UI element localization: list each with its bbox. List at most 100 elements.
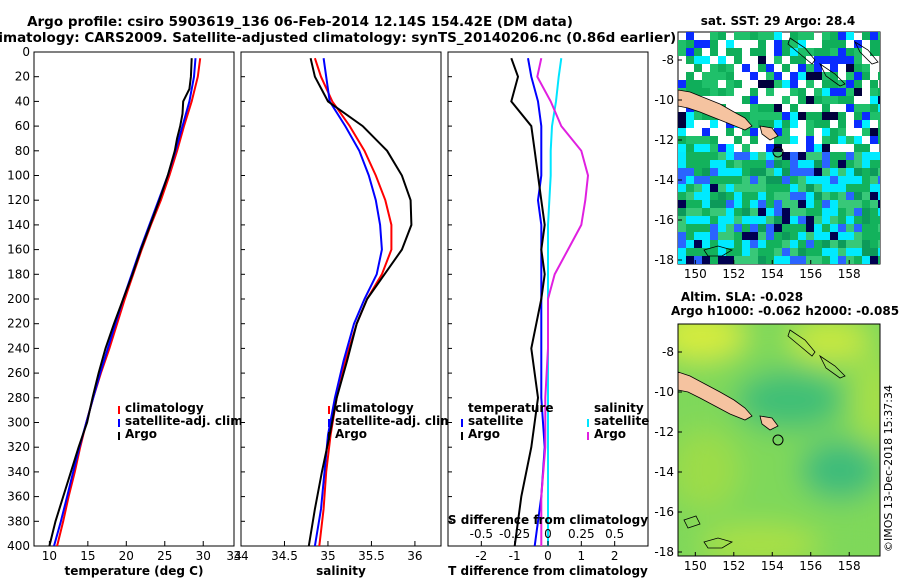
difference-legend-t: temperature satellite Argo (461, 401, 553, 441)
s-xtick-label: -0.5 (470, 527, 493, 541)
ytick-label: 380 (7, 514, 30, 528)
xtick-label: 25 (157, 549, 172, 563)
series-s-argo (536, 57, 590, 546)
ytick-label: 220 (7, 317, 30, 331)
temperature-xlabel: temperature (deg C) (65, 564, 204, 578)
map-lon-label: 152 (722, 559, 745, 573)
ytick-label: 240 (7, 341, 30, 355)
legend-salinity-head: salinity (594, 401, 644, 415)
map-lon-label: 150 (684, 559, 707, 573)
s-xtick-label: -0.25 (499, 527, 530, 541)
ytick-label: 0 (22, 45, 30, 59)
series-argo (48, 58, 193, 546)
xtick-label: 34 (226, 549, 241, 563)
s-difference-label: S difference from climatology (448, 513, 648, 527)
difference-xlabel: T difference from climatology (448, 564, 648, 578)
title-line-1: Argo profile: csiro 5903619_136 06-Feb-2… (27, 14, 573, 30)
temperature-panel: 10 15 20 25 30 340204060801001201401601802002… (7, 45, 247, 578)
legend-s-satellite: satellite (594, 414, 649, 428)
series-t-satellite (527, 58, 546, 546)
xtick-label: 30 (196, 549, 211, 563)
sst-land (678, 37, 879, 257)
sla-land (678, 329, 846, 549)
xtick-label: 34.5 (271, 549, 298, 563)
ytick-label: 100 (7, 169, 30, 183)
ytick-label: 80 (15, 144, 30, 158)
xtick-label: 20 (119, 549, 134, 563)
ytick-label: 340 (7, 465, 30, 479)
sst-map-title: sat. SST: 29 Argo: 28.4 (701, 14, 855, 28)
map-lat-label: -14 (654, 173, 674, 187)
s-xtick-label: 0 (544, 527, 552, 541)
map-lon-label: 152 (722, 267, 745, 281)
series-s-satellite (547, 58, 563, 546)
legend-t-argo: Argo (468, 427, 500, 441)
temperature-legend: climatology satellite-adj. clim. Argo (118, 401, 247, 441)
xtick-label: -2 (475, 549, 487, 563)
map-lon-label: 156 (799, 559, 822, 573)
xtick-label: 10 (42, 549, 57, 563)
series-climatology (56, 58, 202, 546)
xtick-label: 35.5 (358, 549, 385, 563)
legend-climatology-s: climatology (335, 401, 414, 415)
s-xtick-label: 0.5 (605, 527, 624, 541)
map-lon-label: 154 (761, 559, 784, 573)
map-lon-label: 158 (838, 559, 861, 573)
legend-climatology: climatology (125, 401, 204, 415)
ytick-label: 20 (15, 70, 30, 84)
ytick-label: 120 (7, 193, 30, 207)
timestamp-stamp: ©IMOS 13-Dec-2018 15:37:34 (882, 385, 895, 552)
salinity-panel: 34 34.5 35 35.5 36 salinity climatology sate… (233, 51, 457, 578)
ytick-label: 180 (7, 267, 30, 281)
legend-t-satellite: satellite (468, 414, 523, 428)
legend-s-argo: Argo (594, 427, 626, 441)
ytick-label: 200 (7, 292, 30, 306)
map-lat-label: -8 (662, 53, 674, 67)
xtick-label: 2 (611, 549, 619, 563)
ytick-label: 160 (7, 243, 30, 257)
ytick-label: 60 (15, 119, 30, 133)
map-lat-label: -10 (654, 385, 674, 399)
map-lat-label: -10 (654, 93, 674, 107)
ytick-label: 280 (7, 391, 30, 405)
map-lon-label: 154 (761, 267, 784, 281)
map-lat-label: -18 (654, 253, 674, 267)
legend-satellite-adj-s: satellite-adj. clim. (335, 414, 457, 428)
map-lat-label: -12 (654, 133, 674, 147)
xtick-label: 34 (233, 549, 248, 563)
sla-map: 150 152 154 156 158 -8 -10 -12 -14 -16 -18 (654, 323, 881, 573)
map-lat-label: -16 (654, 213, 674, 227)
ytick-label: 40 (15, 94, 30, 108)
ytick-label: 140 (7, 218, 30, 232)
difference-legend-s: salinity satellite Argo (587, 401, 649, 441)
map-lat-label: -16 (654, 505, 674, 519)
legend-argo-s: Argo (335, 427, 367, 441)
map-lat-label: -18 (654, 545, 674, 559)
salinity-xlabel: salinity (316, 564, 366, 578)
xtick-label: 36 (407, 549, 422, 563)
xtick-label: -1 (509, 549, 521, 563)
salinity-legend: climatology satellite-adj. clim. Argo (328, 401, 457, 441)
sla-title-line-2: Argo h1000: -0.062 h2000: -0.085 (671, 304, 899, 318)
difference-panel: -2 -1 0 1 2 -0.5 -0.25 0 0.25 0.5 T difference fr… (447, 51, 649, 578)
legend-argo: Argo (125, 427, 157, 441)
map-lat-label: -14 (654, 465, 674, 479)
series-climatology (313, 57, 393, 546)
xtick-label: 35 (320, 549, 335, 563)
ytick-label: 320 (7, 440, 30, 454)
series-t-argo (510, 57, 546, 546)
map-lat-label: -12 (654, 425, 674, 439)
map-lat-label: -8 (662, 345, 674, 359)
s-xtick-label: 0.25 (568, 527, 595, 541)
title-line-2: Climatology: CARS2009. Satellite-adjuste… (0, 30, 676, 46)
ytick-label: 300 (7, 416, 30, 430)
ytick-label: 360 (7, 490, 30, 504)
xtick-label: 15 (80, 549, 95, 563)
map-lon-label: 156 (799, 267, 822, 281)
xtick-label: 0 (544, 549, 552, 563)
ytick-label: 400 (7, 539, 30, 553)
series-argo (307, 57, 413, 546)
legend-satellite-adj: satellite-adj. clim. (125, 414, 247, 428)
ytick-label: 260 (7, 366, 30, 380)
